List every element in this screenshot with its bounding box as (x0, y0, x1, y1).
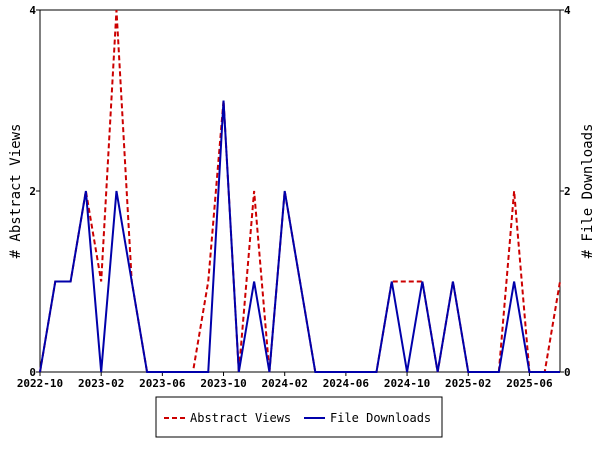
x-tick-label: 2025-02 (445, 377, 491, 390)
series-line-file-downloads (39, 100, 560, 373)
x-tick-label: 2022-10 (17, 377, 63, 390)
y-axis-label-right: # File Downloads (580, 124, 596, 259)
x-tick-label: 2024-10 (384, 377, 430, 390)
plot-area (39, 9, 561, 373)
x-tick-label: 2023-10 (200, 377, 246, 390)
x-tick-label: 2024-02 (262, 377, 308, 390)
legend-label-abstract-views: Abstract Views (190, 411, 291, 425)
y-tick-label-left: 4 (29, 4, 36, 17)
series-group (39, 9, 561, 373)
x-tick-label: 2024-06 (323, 377, 370, 390)
y-tick-label-left: 2 (29, 185, 36, 198)
y-axis-label-left: # Abstract Views (8, 124, 24, 259)
series-line-abstract-views (39, 9, 561, 373)
y-tick-label-right: 2 (564, 185, 571, 198)
y-tick-label-left: 0 (29, 366, 36, 379)
legend: Abstract Views File Downloads (155, 396, 443, 438)
tick-group: 0 2 4 0 2 4 2022-10 2023-02 2023-06 2023-10 2024-0… (17, 4, 571, 390)
legend-box (155, 396, 443, 438)
legend-label-file-downloads: File Downloads (330, 411, 431, 425)
x-tick-label: 2025-06 (506, 377, 553, 390)
y-tick-label-right: 0 (564, 366, 571, 379)
x-tick-label: 2023-06 (139, 377, 186, 390)
x-tick-label: 2023-02 (78, 377, 124, 390)
y-tick-label-right: 4 (564, 4, 571, 17)
